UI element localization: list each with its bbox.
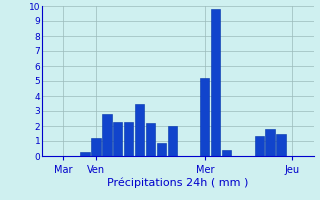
Bar <box>211 9 220 156</box>
Bar <box>255 136 264 156</box>
Bar <box>266 129 275 156</box>
Bar <box>200 78 209 156</box>
Bar <box>81 152 90 156</box>
X-axis label: Précipitations 24h ( mm ): Précipitations 24h ( mm ) <box>107 178 248 188</box>
Bar <box>124 121 133 156</box>
Bar <box>222 150 231 156</box>
Bar <box>157 143 166 156</box>
Bar <box>276 134 285 156</box>
Bar <box>168 126 177 156</box>
Bar <box>135 104 144 156</box>
Bar <box>113 121 122 156</box>
Bar <box>102 114 111 156</box>
Bar <box>92 138 100 156</box>
Bar <box>146 123 155 156</box>
